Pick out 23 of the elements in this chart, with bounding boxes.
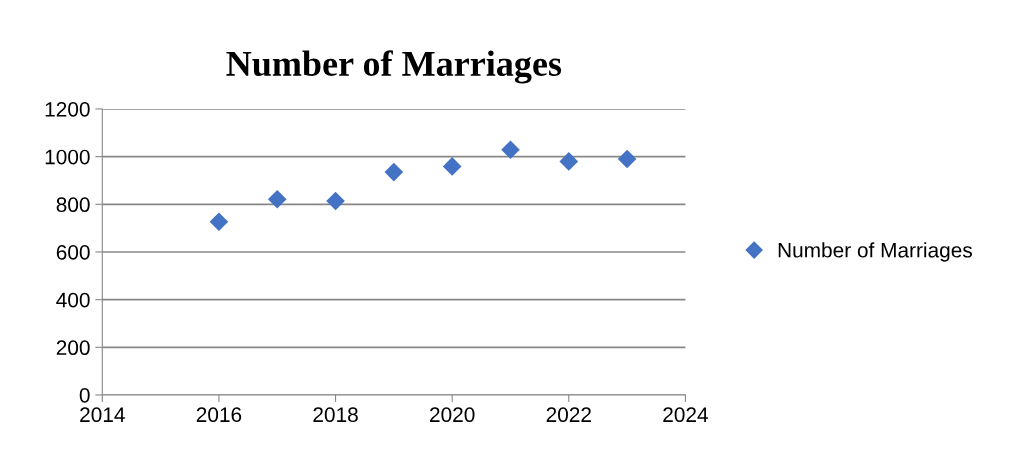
point xyxy=(559,152,579,171)
point xyxy=(326,191,345,211)
y-tick-label: 1200 xyxy=(45,101,90,117)
legend-label: Number of Marriages xyxy=(778,242,972,262)
point xyxy=(267,189,287,209)
y-tick-label: 200 xyxy=(56,340,90,356)
point xyxy=(501,140,520,160)
x-tick-label: 2024 xyxy=(663,407,708,423)
x-tick-label: 2020 xyxy=(430,407,475,423)
x-tick-label: 2018 xyxy=(313,407,358,423)
x-tick-label: 2016 xyxy=(196,407,242,423)
y-tick-label: 800 xyxy=(56,197,90,213)
point xyxy=(209,212,229,232)
y-tick-label: 600 xyxy=(56,244,90,260)
point xyxy=(442,157,462,176)
y-tick-label: 0 xyxy=(79,387,90,403)
x-tick-label: 2014 xyxy=(80,407,125,423)
y-tick-label: 1000 xyxy=(45,149,90,165)
chart-title: Number of Marriages xyxy=(226,50,562,84)
x-tick-label: 2022 xyxy=(546,407,591,423)
point xyxy=(617,149,637,169)
point xyxy=(384,162,404,182)
y-tick-label: 400 xyxy=(56,292,90,308)
